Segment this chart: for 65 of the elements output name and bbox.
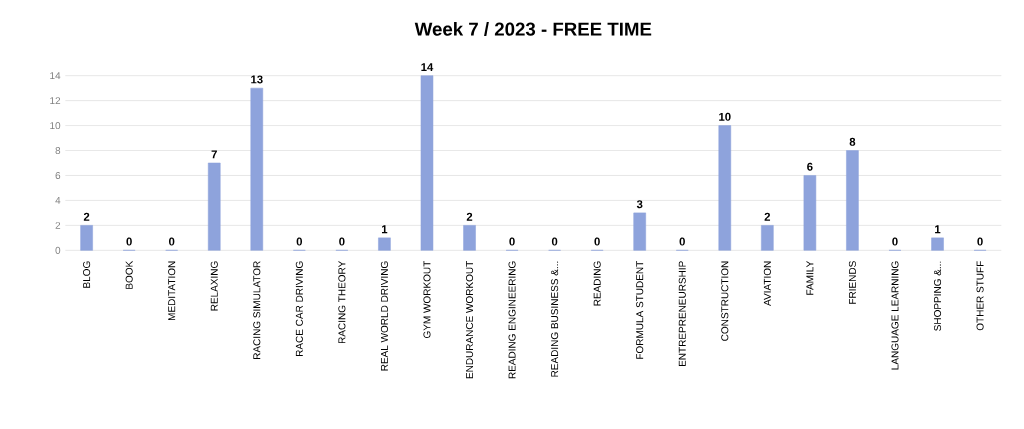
bar: [250, 87, 264, 251]
y-tick-label: 0: [55, 246, 61, 254]
x-tick-label: FRIENDS: [848, 261, 856, 304]
y-tick-label: 12: [50, 97, 61, 105]
data-label: 0: [509, 237, 515, 246]
x-tick-label: OTHER STUFF: [976, 261, 984, 331]
data-label: 2: [83, 212, 90, 221]
bar: [633, 212, 646, 251]
data-label: 6: [807, 162, 813, 171]
x-tick-label: REAL WORLD DRIVING: [380, 261, 388, 371]
y-tick-label: 8: [55, 146, 61, 155]
bar: [463, 225, 476, 251]
bar: [718, 125, 732, 251]
data-label: 3: [636, 200, 643, 209]
data-label: 0: [892, 237, 898, 246]
x-tick-label: GYM WORKOUT: [423, 260, 431, 339]
x-tick-label: AVIATION: [763, 261, 771, 306]
data-label: 0: [594, 237, 600, 246]
data-label: 0: [679, 237, 685, 246]
bar: [420, 75, 434, 251]
data-label: 2: [466, 212, 473, 221]
x-tick-label: READING BUSINESS &...: [551, 261, 559, 377]
bar: [803, 175, 817, 251]
bar: [931, 237, 944, 251]
data-label: 1: [935, 225, 941, 234]
data-label: 2: [764, 212, 771, 221]
x-tick-label: FAMILY: [806, 260, 814, 295]
x-tick-label: SHOPPING &...: [933, 261, 942, 331]
y-tick-label: 10: [50, 122, 61, 130]
data-label: 10: [719, 112, 731, 121]
data-label: 1: [381, 225, 388, 234]
data-label: 14: [421, 63, 434, 71]
x-tick-label: READING: [593, 261, 601, 306]
bar: [207, 162, 221, 251]
data-label: 0: [339, 237, 345, 246]
data-label: 0: [551, 237, 558, 246]
data-label: 0: [296, 237, 303, 246]
x-tick-label: RELAXING: [210, 261, 218, 311]
x-tick-label: MEDITATION: [168, 261, 176, 321]
x-tick-label: READING ENGINEERING: [508, 261, 516, 379]
bar: [846, 150, 859, 251]
bar: [378, 237, 391, 251]
x-tick-label: RACING SIMULATOR: [253, 261, 261, 360]
x-tick-label: BOOK: [125, 260, 133, 289]
x-tick-label: ENDURANCE WORKOUT: [465, 260, 474, 379]
y-tick-label: 4: [55, 196, 61, 204]
data-label: 7: [211, 150, 217, 159]
data-label: 0: [126, 237, 132, 246]
x-tick-label: RACING THEORY: [338, 260, 346, 344]
data-label: 0: [168, 237, 175, 246]
data-label: 8: [849, 137, 856, 146]
data-label: 0: [977, 237, 983, 246]
x-tick-label: ENTREPRENEURSHIP: [678, 261, 686, 367]
x-tick-label: BLOG: [83, 261, 91, 288]
x-tick-label: RACE CAR DRIVING: [295, 261, 303, 357]
x-tick-label: FORMULA STUDENT: [636, 260, 644, 359]
y-tick-label: 2: [55, 221, 61, 229]
chart-title: Week 7 / 2023 - FREE TIME: [414, 22, 652, 36]
data-label: 13: [251, 75, 263, 84]
y-tick-label: 14: [50, 72, 61, 80]
x-tick-label: CONSTRUCTION: [721, 261, 729, 341]
x-tick-label: LANGUAGE LEARNING: [891, 261, 899, 370]
y-tick-label: 6: [55, 171, 61, 180]
bar: [761, 225, 774, 251]
bar: [80, 225, 93, 251]
